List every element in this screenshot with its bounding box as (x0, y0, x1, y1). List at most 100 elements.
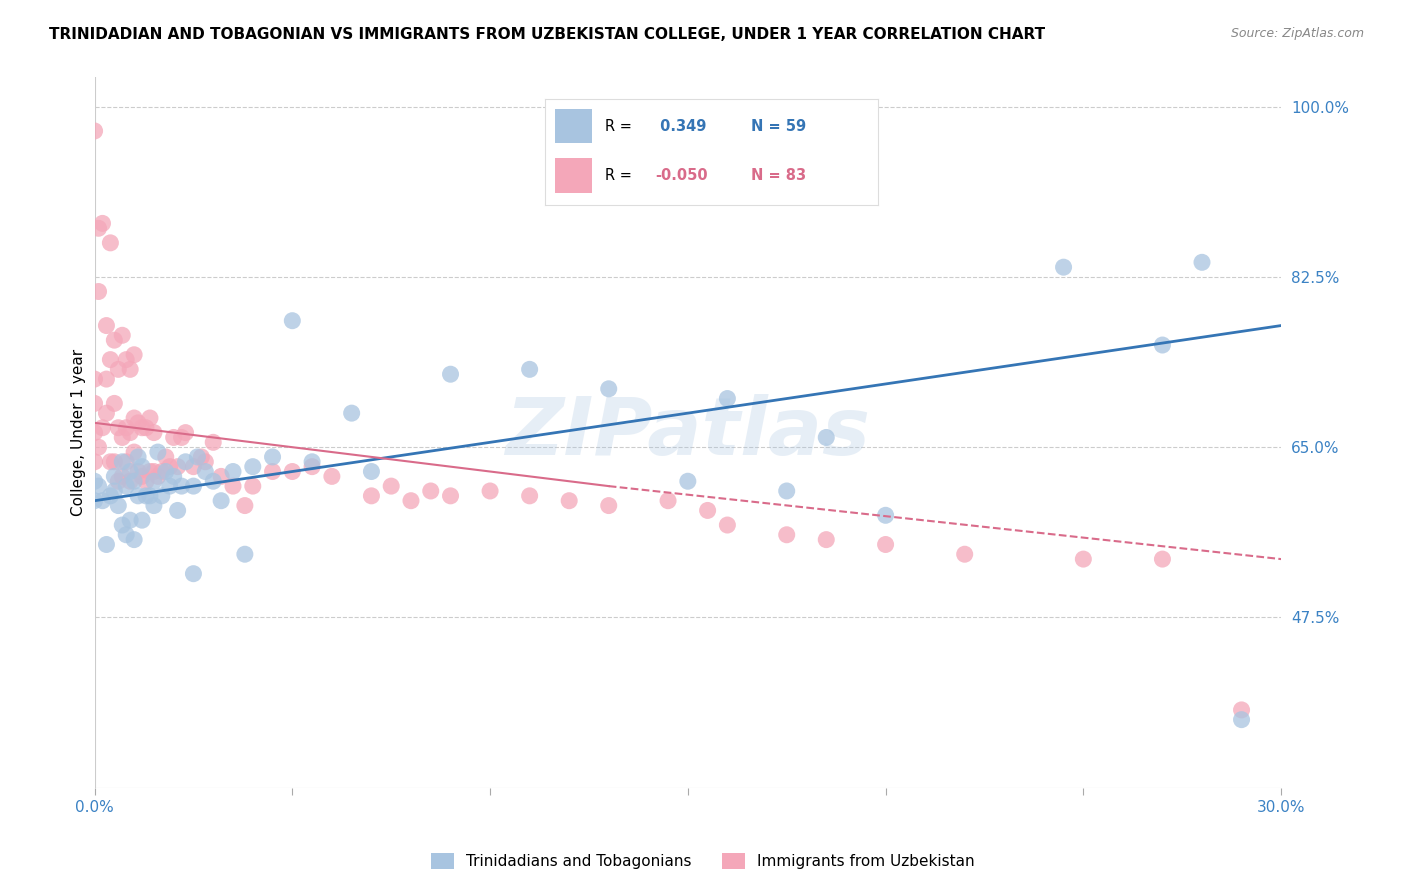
Point (111, 430, 134, 444)
Point (139, 465, 162, 479)
Point (262, 465, 284, 479)
Point (83, 455, 105, 469)
Point (419, 483, 441, 498)
Point (174, 455, 197, 469)
Point (439, 368, 461, 382)
Point (87, 221, 110, 235)
Point (233, 499, 256, 513)
Point (202, 435, 225, 450)
Point (111, 328, 134, 343)
Point (166, 459, 188, 474)
Point (83, 425, 105, 440)
Point (953, 547, 976, 561)
Point (111, 518, 134, 533)
Point (135, 421, 157, 435)
Point (107, 499, 129, 513)
Point (122, 411, 145, 425)
Point (209, 469, 232, 483)
Point (558, 493, 581, 508)
Point (127, 450, 149, 464)
Point (194, 455, 217, 469)
Point (716, 518, 738, 533)
Point (115, 479, 138, 493)
Point (111, 455, 134, 469)
Point (96, 318, 118, 333)
Point (1230, 703, 1253, 717)
Point (120, 475, 142, 489)
Point (163, 430, 186, 444)
Point (120, 513, 142, 527)
Point (170, 479, 193, 493)
Point (875, 508, 897, 523)
Point (131, 459, 153, 474)
Point (103, 469, 125, 483)
Point (122, 475, 145, 489)
Point (262, 450, 284, 464)
Point (716, 392, 738, 406)
Point (115, 528, 138, 542)
Point (91, 493, 114, 508)
Point (479, 483, 502, 498)
Point (100, 489, 122, 503)
Point (233, 547, 256, 561)
Point (242, 479, 264, 493)
Y-axis label: College, Under 1 year: College, Under 1 year (72, 349, 86, 516)
Point (301, 455, 323, 469)
Point (1152, 338, 1174, 352)
Point (242, 459, 264, 474)
Point (83, 493, 105, 508)
Point (96, 406, 118, 420)
Point (1073, 552, 1095, 566)
Point (127, 416, 149, 430)
Point (107, 421, 129, 435)
Point (122, 533, 145, 547)
Point (83, 372, 105, 386)
Point (91, 421, 114, 435)
Point (321, 469, 343, 483)
Point (103, 396, 125, 410)
Point (598, 382, 620, 396)
Point (96, 372, 118, 386)
Point (100, 352, 122, 367)
Point (100, 235, 122, 250)
Point (696, 503, 718, 517)
Point (222, 465, 245, 479)
Point (183, 479, 205, 493)
Point (194, 465, 217, 479)
Point (222, 479, 245, 493)
Point (301, 459, 323, 474)
Point (87, 285, 110, 299)
Text: ZIPatlas: ZIPatlas (505, 393, 870, 472)
Point (340, 406, 363, 420)
Point (190, 450, 212, 464)
Point (96, 537, 118, 551)
Point (83, 124, 105, 138)
Point (146, 445, 169, 459)
Point (135, 475, 157, 489)
Point (174, 425, 197, 440)
Point (209, 493, 232, 508)
Point (107, 362, 129, 376)
Point (159, 459, 181, 474)
Point (281, 465, 304, 479)
Point (103, 483, 125, 498)
Point (657, 493, 679, 508)
Point (676, 475, 699, 489)
Point (131, 469, 153, 483)
Point (83, 475, 105, 489)
Point (127, 489, 149, 503)
Point (107, 475, 129, 489)
Point (170, 430, 193, 444)
Point (146, 469, 169, 483)
Point (142, 425, 165, 440)
Point (776, 528, 799, 542)
Point (1052, 260, 1074, 275)
Point (120, 465, 142, 479)
Point (155, 465, 177, 479)
Point (281, 314, 304, 328)
Point (1230, 713, 1253, 727)
Point (142, 499, 165, 513)
Point (131, 513, 153, 527)
Point (115, 421, 138, 435)
Text: Source: ZipAtlas.com: Source: ZipAtlas.com (1230, 27, 1364, 40)
